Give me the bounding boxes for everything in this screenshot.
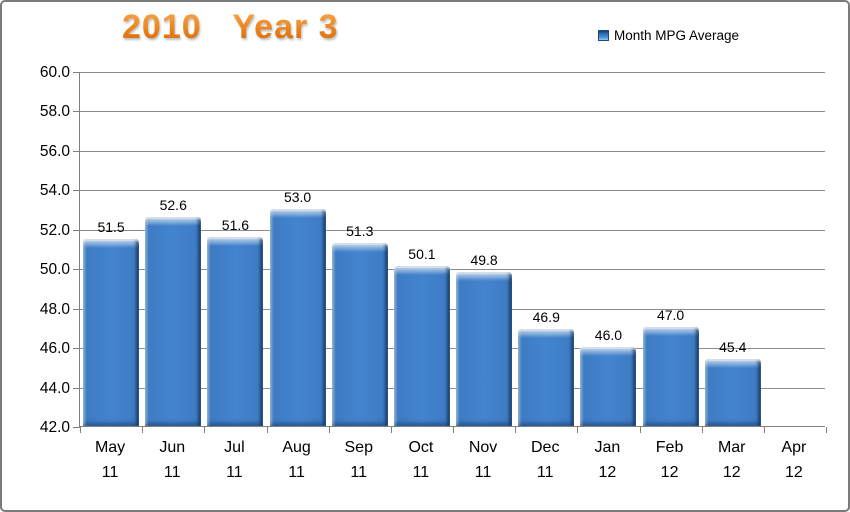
- y-axis-tick: [73, 72, 80, 73]
- y-axis-tick-label: 44.0: [39, 379, 70, 397]
- x-axis-tick: [390, 427, 392, 433]
- bar-value-label: 46.9: [532, 309, 560, 326]
- gridline: [80, 229, 825, 231]
- y-axis: 60.0 58.0 56.0 54.0 52.0 50.0 48.0 46.0 44.0 42.0: [2, 64, 70, 436]
- bar[interactable]: [704, 358, 761, 426]
- plot-area: 51.5 52.6 51.6 53.0 51.3 50.1 49.8 46.9 46.0 47.0…: [73, 72, 827, 433]
- gridline: [80, 308, 825, 310]
- legend-label: Month MPG Average: [614, 28, 740, 43]
- bar[interactable]: [393, 266, 450, 426]
- x-axis-tick: [701, 427, 703, 433]
- bar[interactable]: [518, 329, 575, 426]
- y-axis-tick: [73, 387, 80, 389]
- y-axis-tick-label: 56.0: [39, 142, 70, 160]
- x-axis-tick: [515, 427, 517, 433]
- bar-value-label: 47.0: [656, 307, 685, 324]
- y-axis-tick: [73, 229, 80, 231]
- bar-value-label: 53.0: [283, 189, 312, 206]
- y-axis-tick-label: 50.0: [39, 261, 70, 279]
- bar[interactable]: [331, 242, 388, 426]
- y-axis-tick-label: 52.0: [39, 221, 70, 239]
- y-axis-tick: [73, 427, 80, 428]
- x-axis-tick: [204, 427, 206, 433]
- y-axis-tick-label: 54.0: [39, 182, 70, 200]
- bar[interactable]: [580, 347, 637, 426]
- bar[interactable]: [207, 236, 264, 426]
- x-axis-category-label: Nov 11: [468, 439, 498, 481]
- y-axis-tick: [73, 150, 80, 152]
- x-axis-category-label: Dec 11: [531, 439, 560, 481]
- x-axis-category-label: Feb 12: [655, 439, 684, 481]
- gridline: [80, 190, 825, 192]
- bar-value-label: 51.3: [346, 222, 374, 239]
- bar-value-label: 50.1: [408, 246, 436, 263]
- bar-value-label: 45.4: [719, 338, 747, 355]
- gridline: [80, 72, 825, 73]
- x-axis-category-label: Oct 11: [408, 439, 434, 481]
- bar[interactable]: [642, 327, 699, 426]
- bar[interactable]: [269, 209, 326, 426]
- x-axis-tick: [80, 427, 81, 433]
- gridline: [80, 111, 825, 113]
- x-axis-tick: [639, 427, 641, 433]
- y-axis-tick-label: 48.0: [39, 300, 70, 318]
- chart-title: 2010 Year 3: [122, 8, 339, 46]
- y-axis-tick-label: 58.0: [39, 103, 70, 121]
- x-axis-category-label: Aug 11: [282, 439, 311, 481]
- x-axis-category-label: Jun 11: [159, 439, 186, 481]
- x-axis-tick: [577, 427, 579, 433]
- y-axis-tick-label: 46.0: [39, 340, 70, 358]
- x-axis-tick: [266, 427, 268, 433]
- x-axis-tick: [453, 427, 454, 433]
- x-axis-tick: [826, 427, 827, 433]
- gridline: [80, 387, 825, 389]
- y-axis-tick: [73, 269, 80, 271]
- bar[interactable]: [456, 272, 513, 426]
- bar-value-label: 52.6: [159, 196, 187, 213]
- x-axis: May 11 Jun 11 Jul 11 Aug 11 Sep 11 Oct 11 Nov …: [79, 435, 825, 495]
- x-axis-category-label: Jul 11: [224, 439, 245, 481]
- legend[interactable]: Month MPG Average: [598, 28, 739, 43]
- x-axis-category-label: Jan 12: [594, 439, 621, 481]
- y-axis-tick: [73, 111, 80, 113]
- y-axis-tick: [73, 348, 80, 350]
- x-axis-tick: [763, 427, 765, 433]
- x-axis-tick: [142, 427, 144, 433]
- x-axis-category-label: Sep 11: [344, 439, 373, 481]
- y-axis-tick: [73, 190, 80, 192]
- bar-value-label: 46.0: [594, 327, 623, 344]
- y-axis-tick-label: 42.0: [39, 419, 70, 436]
- bar[interactable]: [145, 216, 202, 426]
- x-axis-category-label: Mar 12: [717, 439, 746, 481]
- bar-value-label: 51.6: [221, 216, 250, 233]
- gridline: [80, 348, 825, 350]
- x-axis-tick: [328, 427, 330, 433]
- legend-marker-icon: [598, 30, 609, 41]
- bar[interactable]: [83, 238, 140, 426]
- bar-value-label: 49.8: [470, 252, 498, 269]
- y-axis-tick-label: 60.0: [39, 64, 70, 81]
- x-axis-category-label: Apr 12: [781, 439, 807, 481]
- y-axis-tick: [73, 308, 80, 310]
- bar-value-label: 51.5: [97, 218, 125, 235]
- x-axis-category-label: May 11: [94, 439, 126, 481]
- gridline: [80, 150, 825, 152]
- gridline: [80, 269, 825, 271]
